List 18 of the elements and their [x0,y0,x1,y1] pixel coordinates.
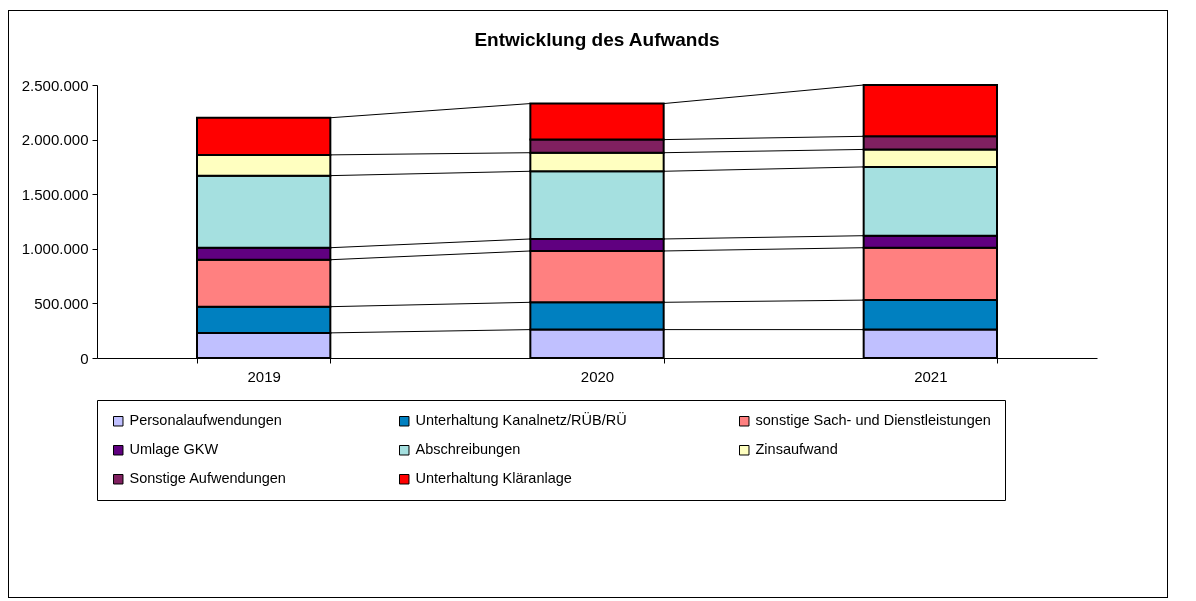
legend-label: Sonstige Aufwendungen [129,470,286,487]
x-tick-label: 2020 [580,367,615,385]
x-tick-label: 2021 [914,367,948,385]
legend-label: Personalaufwendungen [129,412,282,429]
legend-label: sonstige Sach- und Dienstleistungen [755,412,991,429]
y-tick-label: 2.500.000 [21,76,89,94]
y-tick-label: 0 [80,349,89,367]
legend-label: Abschreibungen [415,441,521,458]
y-tick-label: 1.500.000 [21,185,89,203]
y-tick-label: 500.000 [34,294,89,312]
legend-label: Unterhaltung Kläranlage [415,470,572,487]
legend-label: Unterhaltung Kanalnetz/RÜB/RÜ [415,411,627,429]
legend-label: Umlage GKW [129,441,219,458]
chart-title: Entwicklung des Aufwands [474,29,720,50]
y-tick-label: 1.000.000 [21,240,89,258]
x-tick-label: 2019 [247,367,281,385]
y-tick-label: 2.000.000 [21,131,89,149]
legend-label: Zinsaufwand [755,441,838,458]
